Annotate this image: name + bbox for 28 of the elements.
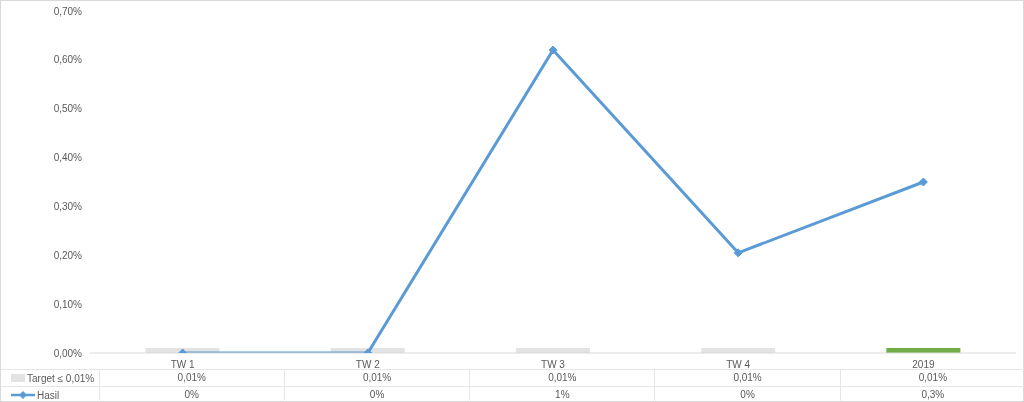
data-label: 0,01% <box>469 370 655 386</box>
x-tick-label: TW 3 <box>541 359 566 371</box>
y-tick-label: 0,50% <box>53 103 83 115</box>
y-tick-label: 0,30% <box>53 200 83 212</box>
data-label: 0,01% <box>654 370 840 386</box>
y-tick-label: 0,00% <box>53 347 83 359</box>
y-tick-label: 0,70% <box>53 5 83 17</box>
point <box>548 45 558 55</box>
data-label: 1% <box>469 387 655 402</box>
data-label: 0,01% <box>283 370 470 386</box>
data-label: 0% <box>98 387 284 402</box>
y-tick-label: 0,10% <box>53 298 83 310</box>
point <box>733 248 743 258</box>
y-tick-label: 0,20% <box>53 249 83 261</box>
y-tick-label: 0,40% <box>53 152 83 164</box>
x-tick-label: TW 2 <box>355 359 381 371</box>
x-tick-label: 2019 <box>912 359 935 371</box>
y-tick-label: 0,60% <box>53 54 83 66</box>
x-tick-label: TW 4 <box>726 359 751 371</box>
data-label: 0,01% <box>839 370 1024 386</box>
data-label: 0% <box>283 387 470 402</box>
legend-label: Target ≤ 0,01% <box>27 372 95 384</box>
data-label: 0,01% <box>98 370 284 386</box>
data-label: 0% <box>654 387 840 402</box>
data-label: 0,3% <box>839 387 1024 402</box>
legend-label: Hasil <box>37 389 60 401</box>
x-tick-label: TW 1 <box>170 359 195 371</box>
point <box>918 177 928 187</box>
